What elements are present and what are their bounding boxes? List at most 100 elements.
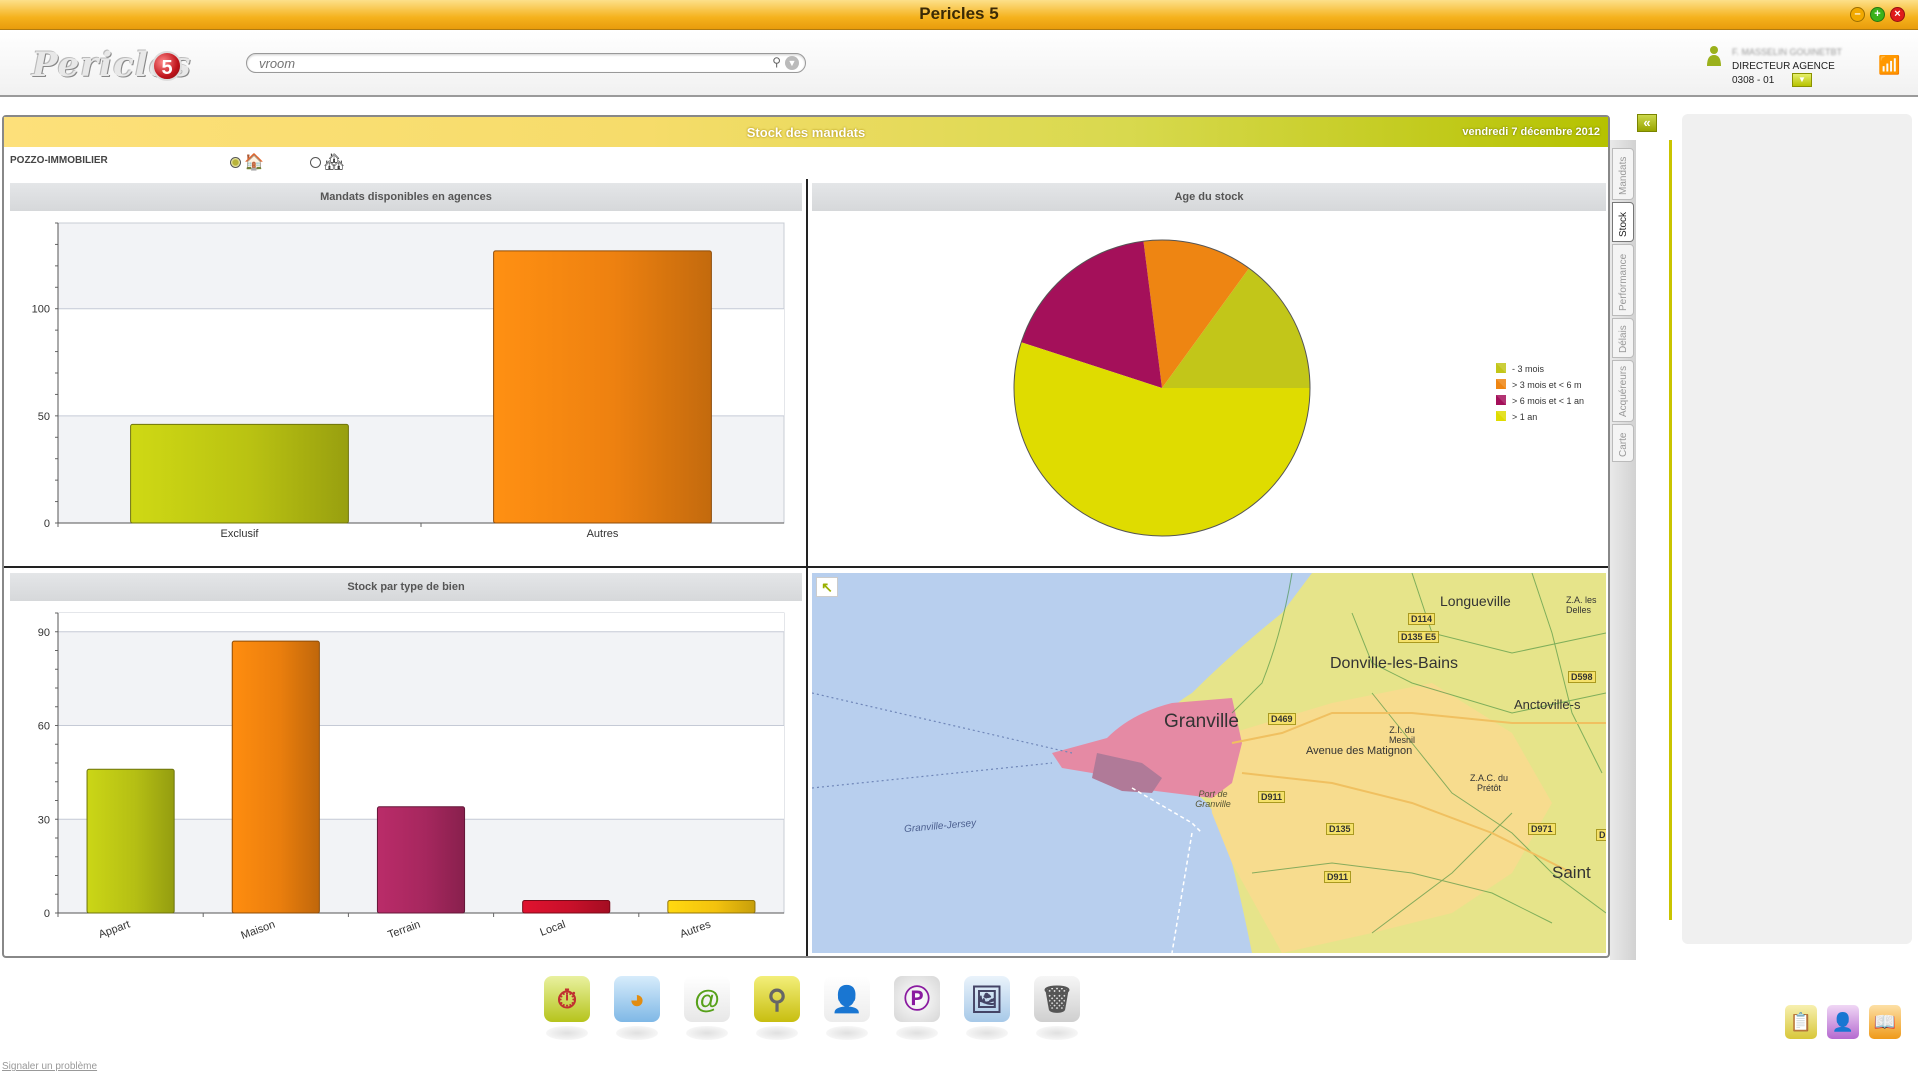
bar-chart-mandats: 0 50 100 Exclusif Autres	[32, 222, 785, 540]
map-label-donville: Donville-les-Bains	[1330, 655, 1459, 672]
radio-agency[interactable]	[230, 157, 241, 168]
road-label: D469	[1268, 713, 1296, 725]
map-label-port: Port de Granville	[1195, 789, 1231, 809]
road-label: D	[1596, 829, 1606, 841]
dashboard-icon: ⏱	[544, 976, 590, 1022]
dock-item-mailing[interactable]: @	[676, 970, 738, 1044]
divider-horizontal	[4, 566, 1608, 568]
road-label: D135	[1326, 823, 1354, 835]
user-area: F. MASSELIN GOUINETBT DIRECTEUR AGENCE 0…	[1700, 41, 1910, 91]
statistics-icon: ◕	[614, 976, 660, 1022]
x-tick-label: Autres	[587, 528, 619, 540]
user-profile-icon[interactable]: 👤	[1827, 1005, 1859, 1039]
magnifier-icon: ⚲	[754, 976, 800, 1022]
pie-slice-3	[1014, 342, 1310, 536]
road-label: D598	[1568, 671, 1596, 683]
close-icon[interactable]: ×	[1890, 7, 1905, 22]
search-bar: ⚲ ▼	[246, 53, 806, 73]
app-header: Pericles 5 ⚲ ▼ F. MASSELIN GOUINETBT DIR…	[0, 31, 1918, 97]
trash-icon: 🗑	[1034, 976, 1080, 1022]
legend-label: > 1 an	[1512, 412, 1537, 422]
tab-delais[interactable]: Délais	[1612, 318, 1634, 358]
y-tick-label: 100	[32, 304, 50, 316]
agency-selector-label: 0308 - 01	[1732, 75, 1774, 86]
panel-header: Stock des mandats vendredi 7 décembre 20…	[4, 117, 1608, 147]
panel-date: vendredi 7 décembre 2012	[1462, 126, 1600, 138]
dock-item-search[interactable]: ⚲	[746, 970, 808, 1044]
road-label: D135 E5	[1398, 631, 1440, 643]
chart-title: Mandats disponibles en agences	[10, 183, 802, 211]
y-tick-label: 30	[38, 814, 50, 826]
user-role: DIRECTEUR AGENCE	[1732, 61, 1835, 72]
map-label-saint: Saint	[1552, 863, 1591, 882]
book-icon[interactable]: 📖	[1869, 1005, 1901, 1039]
tab-performance[interactable]: Performance	[1612, 244, 1634, 316]
y-tick-label: 0	[44, 908, 50, 920]
tab-carte[interactable]: Carte	[1612, 424, 1634, 462]
collapse-panel-button[interactable]: «	[1637, 114, 1657, 132]
chevron-down-icon[interactable]: ▼	[785, 56, 799, 70]
network-icon[interactable]: 📶	[1878, 55, 1901, 75]
dock-item-dashboard[interactable]: ⏱	[536, 970, 598, 1044]
settings-gear-icon: Ⓟ	[894, 976, 940, 1022]
agency-number: 01	[1763, 75, 1775, 86]
houses-group-icon: 🏘	[324, 154, 345, 171]
right-side-panel	[1682, 114, 1912, 944]
map-label-za-delles: Z.A. les Delles	[1566, 595, 1597, 615]
map-label-avenue: Avenue des Matignon	[1306, 745, 1413, 757]
tab-acquereurs[interactable]: Acquéreurs	[1612, 360, 1634, 422]
agency-code: 0308	[1732, 75, 1755, 86]
agency-separator: -	[1757, 75, 1761, 86]
bar-appart	[86, 768, 175, 914]
maximize-icon[interactable]: +	[1870, 7, 1885, 22]
search-input[interactable]	[259, 55, 739, 71]
dock-item-statistics[interactable]: ◕	[606, 970, 668, 1044]
bar-maison	[231, 640, 320, 914]
mail-icon: @	[684, 976, 730, 1022]
window-title: Pericles 5	[919, 4, 999, 23]
radio-network[interactable]	[310, 157, 321, 168]
bar-local	[522, 900, 611, 914]
map-expand-button[interactable]: ↖	[816, 577, 838, 597]
map-label-longueville: Longueville	[1440, 593, 1511, 609]
report-problem-link[interactable]: Signaler un problème	[2, 1061, 98, 1072]
dock-item-settings[interactable]: Ⓟ	[886, 970, 948, 1044]
bar-autres	[667, 900, 756, 914]
legend-label: > 3 mois et < 6 m	[1512, 380, 1582, 390]
legend-swatch-box	[1496, 395, 1506, 405]
legend-label: - 3 mois	[1512, 364, 1545, 374]
tab-stock[interactable]: Stock	[1612, 202, 1634, 242]
dock-item-trash[interactable]: 🗑	[1026, 970, 1088, 1044]
legend-swatch-box	[1496, 411, 1506, 421]
chart-title: Age du stock	[812, 183, 1606, 211]
road-label: D114	[1408, 613, 1436, 625]
chart-mandats-disponibles: Mandats disponibles en agences 0 50 100 Exc…	[10, 183, 802, 563]
y-tick-label: 60	[38, 721, 50, 733]
x-tick-label: Autres	[678, 918, 712, 940]
tab-mandats[interactable]: Mandats	[1612, 148, 1634, 200]
x-tick-label: Maison	[239, 919, 276, 942]
grid-band	[58, 725, 784, 820]
map-label-granville: Granville	[1164, 711, 1239, 732]
dock-item-photos[interactable]: 🖼	[956, 970, 1018, 1044]
agency-dropdown-button[interactable]: ▼	[1792, 73, 1812, 87]
bar-chart-type: 0 30 60 90 Appart Maison Terrain Local Autres	[38, 612, 785, 942]
minimize-icon[interactable]: –	[1850, 7, 1865, 22]
x-tick-label: Appart	[97, 919, 132, 941]
map-label-anctoville: Anctoville-s	[1514, 697, 1581, 712]
map-view[interactable]: ↖ Granville Donville-les-Bains Longuevil…	[812, 573, 1606, 953]
road-label: D911	[1258, 791, 1286, 803]
x-tick-label: Terrain	[386, 919, 422, 942]
legend-swatch-box	[1496, 379, 1506, 389]
pie-slice-1	[1143, 240, 1249, 388]
x-tick-label: Exclusif	[221, 528, 260, 540]
pie-slice-2	[1021, 241, 1162, 388]
chart-age-stock: Age du stock - 3 mois > 3 mois et < 6 m > …	[812, 183, 1606, 563]
search-icon[interactable]: ⚲	[772, 55, 781, 69]
notes-icon[interactable]: 📋	[1785, 1005, 1817, 1039]
dock-item-contacts[interactable]: 👤	[816, 970, 878, 1044]
pie-chart-age: - 3 mois > 3 mois et < 6 m > 6 mois et < 1…	[1013, 239, 1584, 537]
chart-stock-type: Stock par type de bien 0 30 60 90 Appart Mais…	[10, 573, 802, 953]
panel-separator	[1669, 140, 1672, 920]
pie-slice-0	[1162, 268, 1310, 388]
